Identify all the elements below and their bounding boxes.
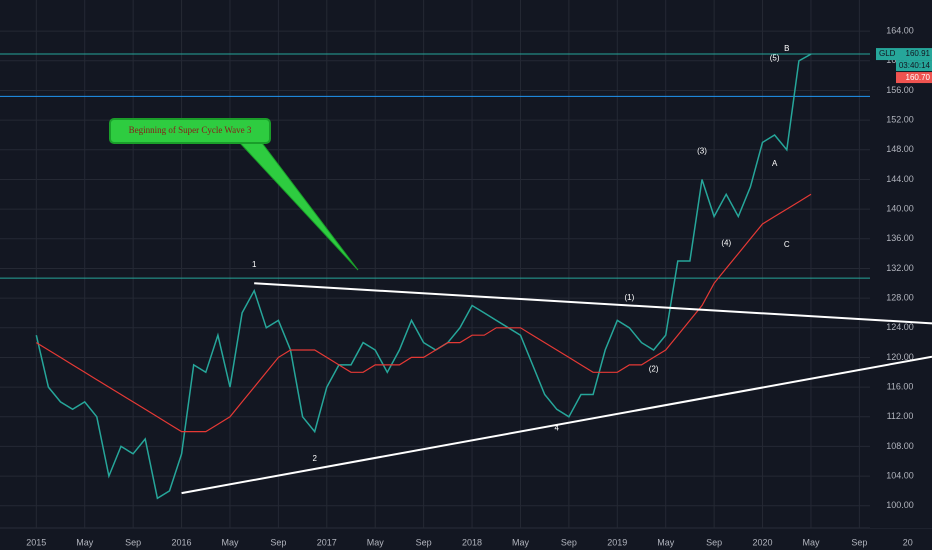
last-price-label: 160.91 bbox=[906, 49, 931, 58]
x-tick-label: May bbox=[76, 537, 94, 547]
price-tag bbox=[876, 48, 932, 61]
wave-label: (4) bbox=[721, 238, 731, 247]
y-tick-label: 116.00 bbox=[887, 381, 914, 391]
wave-label: (2) bbox=[649, 364, 659, 373]
wave-label: (5) bbox=[770, 54, 780, 63]
price-line bbox=[35, 193, 812, 433]
x-tick-label: Sep bbox=[851, 537, 867, 547]
x-tick-label: May bbox=[657, 537, 675, 547]
x-tick-label: 2020 bbox=[753, 537, 773, 547]
y-tick-label: 120.00 bbox=[886, 352, 914, 362]
x-tick-label: May bbox=[367, 537, 385, 547]
y-tick-label: 144.00 bbox=[886, 174, 914, 184]
plot-area bbox=[0, 53, 870, 500]
y-tick-label: 140.00 bbox=[886, 203, 914, 213]
trendline bbox=[181, 355, 932, 495]
x-tick-label: 2016 bbox=[172, 537, 192, 547]
price-axis-panel bbox=[870, 0, 932, 528]
price-line bbox=[35, 53, 812, 500]
y-tick-label: 164.00 bbox=[886, 26, 914, 36]
wave-label: B bbox=[784, 44, 789, 53]
x-tick-label: 20 bbox=[903, 537, 913, 547]
x-tick-label: 2018 bbox=[462, 537, 482, 547]
x-tick-label: 2015 bbox=[26, 537, 46, 547]
y-tick-label: 124.00 bbox=[886, 322, 914, 332]
wave-label: C bbox=[784, 240, 790, 249]
x-tick-label: Sep bbox=[706, 537, 722, 547]
y-tick-label: 104.00 bbox=[886, 470, 914, 480]
wave-label: 4 bbox=[555, 424, 560, 433]
x-tick-label: Sep bbox=[125, 537, 141, 547]
x-tick-label: May bbox=[802, 537, 820, 547]
y-tick-label: 100.00 bbox=[886, 500, 914, 510]
callout-box bbox=[109, 118, 271, 144]
y-tick-label: 132.00 bbox=[886, 263, 914, 273]
y-tick-label: 136.00 bbox=[886, 233, 914, 243]
y-tick-label: 128.00 bbox=[886, 292, 914, 302]
countdown-tag bbox=[896, 60, 932, 72]
bid-label: 160.70 bbox=[906, 73, 931, 82]
callout: Beginning of Super Cycle Wave 3 bbox=[109, 118, 359, 271]
wave-label: 1 bbox=[252, 260, 257, 269]
y-tick-label: 156.00 bbox=[886, 85, 914, 95]
trendline bbox=[254, 282, 932, 325]
ticker-label: GLD bbox=[879, 49, 896, 58]
wave-label: (3) bbox=[697, 146, 707, 155]
x-tick-label: May bbox=[221, 537, 239, 547]
x-tick-label: Sep bbox=[561, 537, 577, 547]
x-tick-label: Sep bbox=[270, 537, 286, 547]
x-tick-label: Sep bbox=[416, 537, 432, 547]
x-tick-label: 2019 bbox=[607, 537, 627, 547]
y-tick-label: 108.00 bbox=[886, 441, 914, 451]
wave-label: (1) bbox=[625, 293, 635, 302]
wave-label: A bbox=[772, 159, 778, 168]
x-tick-label: May bbox=[512, 537, 530, 547]
x-tick-label: 2017 bbox=[317, 537, 337, 547]
bid-tag bbox=[896, 72, 932, 84]
wave-label: 2 bbox=[312, 454, 317, 463]
callout-text: Beginning of Super Cycle Wave 3 bbox=[129, 125, 252, 135]
countdown-label: 03:40:14 bbox=[899, 61, 931, 70]
y-tick-label: 112.00 bbox=[887, 411, 914, 421]
y-tick-label: 148.00 bbox=[886, 144, 914, 154]
y-tick-label: 152.00 bbox=[886, 115, 914, 125]
